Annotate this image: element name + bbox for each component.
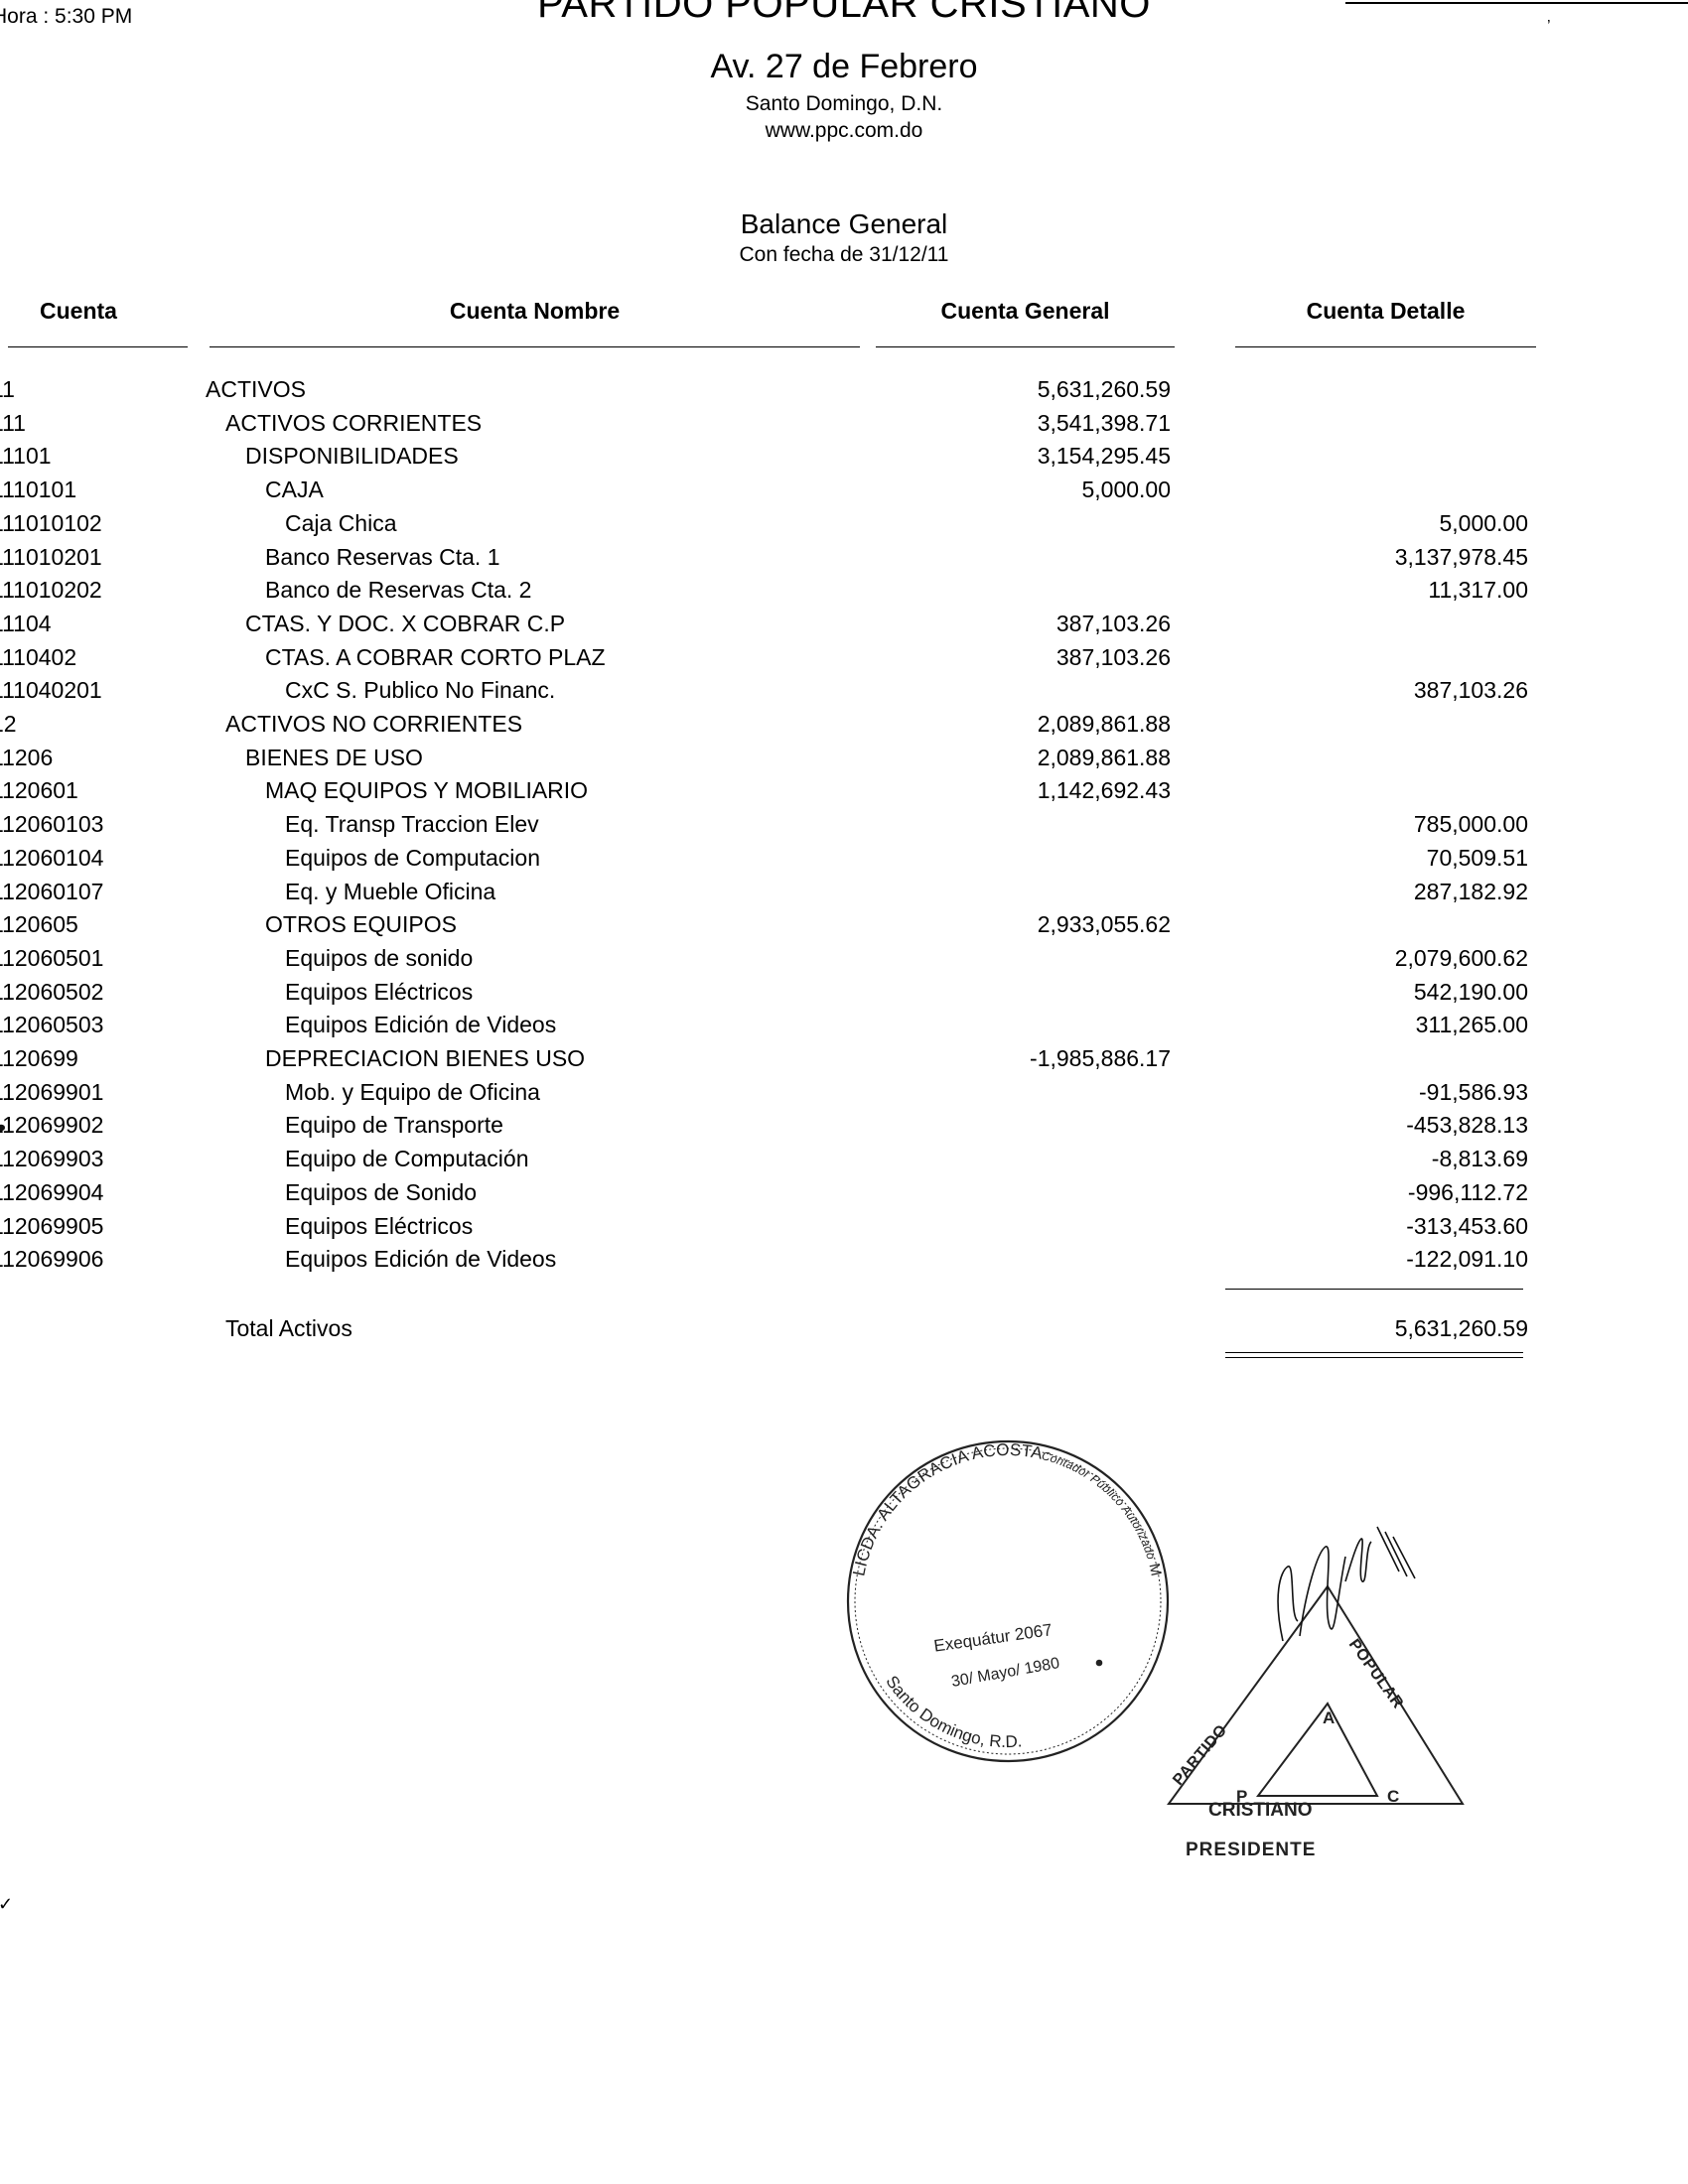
svg-text:PARTIDO: PARTIDO [1170, 1721, 1230, 1789]
svg-text:Contador Público Autorizado: Contador Público Autorizado [1041, 1448, 1159, 1562]
svg-text:POPULAR: POPULAR [1345, 1636, 1407, 1711]
svg-text:C: C [1387, 1787, 1399, 1806]
svg-text:CRISTIANO: CRISTIANO [1208, 1800, 1313, 1821]
svg-text:Exequátur 2067: Exequátur 2067 [932, 1620, 1054, 1656]
svg-text:A: A [1323, 1708, 1335, 1727]
svg-text:PRESIDENTE: PRESIDENTE [1186, 1840, 1316, 1860]
svg-text:30/ Mayo/ 1980: 30/ Mayo/ 1980 [950, 1655, 1061, 1691]
svg-text:LICDA. ALTAGRACIA ACOSTA: LICDA. ALTAGRACIA ACOSTA [849, 1440, 1045, 1577]
